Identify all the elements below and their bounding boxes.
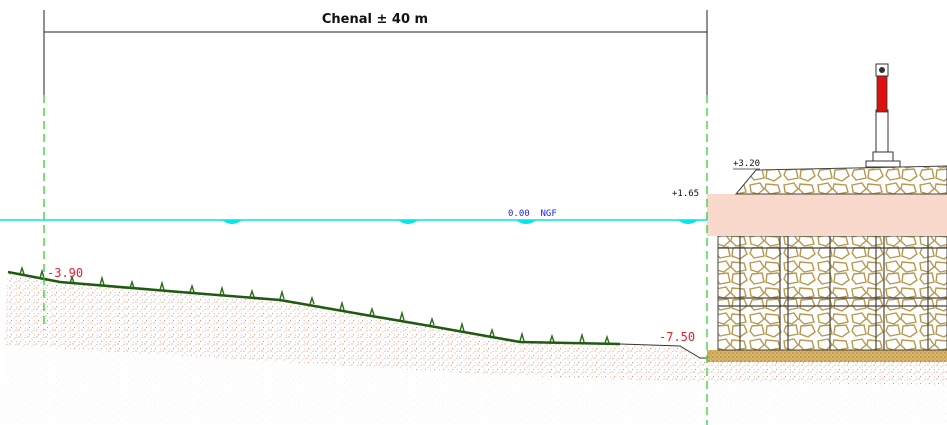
bed-left-elevation: -3.90 bbox=[47, 266, 83, 280]
channel-width-label: Chenal ± 40 m bbox=[322, 12, 428, 27]
bed-right-elevation: -7.50 bbox=[659, 330, 695, 344]
soil-lower-fade bbox=[0, 345, 947, 425]
trench-line bbox=[619, 343, 707, 359]
grass-bed-line bbox=[7, 270, 621, 346]
water-level-label: 0.00 NGF bbox=[508, 209, 557, 219]
breakwater-structure bbox=[707, 165, 947, 362]
channel-dimension bbox=[43, 10, 708, 95]
navigation-beacon bbox=[865, 63, 901, 168]
gabion-body bbox=[717, 235, 947, 351]
rock-crest bbox=[734, 165, 947, 195]
crest-elevation: +3.20 bbox=[733, 159, 760, 169]
cap-top-elevation: +1.65 bbox=[672, 189, 699, 199]
gabion-frame bbox=[718, 236, 947, 350]
grass-tufts bbox=[19, 265, 610, 344]
water-markers bbox=[222, 220, 698, 224]
sand-foundation bbox=[707, 350, 947, 362]
cap-band bbox=[707, 194, 947, 236]
